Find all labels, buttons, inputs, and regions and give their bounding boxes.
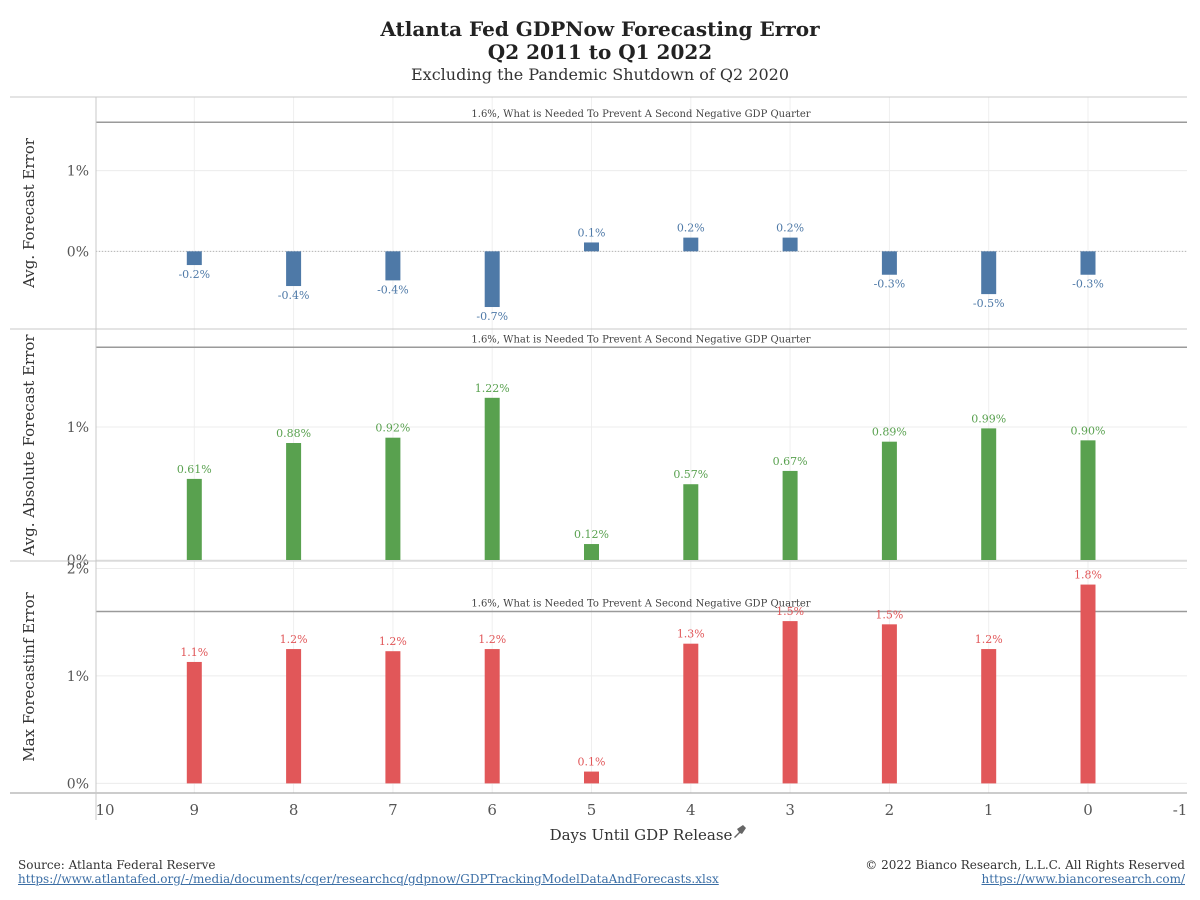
bar-abs-day-8 bbox=[286, 443, 302, 560]
chart-title-line1: Atlanta Fed GDPNow Forecasting Error bbox=[380, 17, 820, 41]
data-label-max: 1.3% bbox=[677, 628, 705, 641]
bar-abs-day-2 bbox=[881, 441, 897, 560]
data-label-abs: 0.88% bbox=[276, 427, 311, 440]
y-axis-title-abs: Avg. Absolute Forecast Error bbox=[20, 334, 38, 557]
x-tick-label: 5 bbox=[587, 801, 597, 819]
bar-max-day-9 bbox=[186, 661, 202, 784]
pin-icon bbox=[734, 825, 746, 838]
x-axis-title: Days Until GDP Release bbox=[550, 826, 733, 844]
source-label: Source: Atlanta Federal Reserve bbox=[18, 858, 216, 872]
data-label-avg: -0.3% bbox=[1072, 278, 1104, 291]
data-label-avg: 0.2% bbox=[677, 222, 705, 235]
data-label-avg: 0.2% bbox=[776, 222, 804, 235]
bar-max-day-6 bbox=[484, 649, 500, 784]
data-label-max: 1.2% bbox=[478, 633, 506, 646]
bar-max-day-0 bbox=[1080, 584, 1096, 784]
x-tick-label: 9 bbox=[190, 801, 200, 819]
y-tick-label: 2% bbox=[67, 561, 89, 577]
data-label-abs: 0.12% bbox=[574, 528, 609, 541]
y-axis-title-avg: Avg. Forecast Error bbox=[20, 137, 38, 289]
data-label-max: 1.8% bbox=[1074, 569, 1102, 582]
bar-max-day-4 bbox=[683, 643, 699, 784]
y-tick-label: 1% bbox=[67, 669, 89, 685]
bar-avg-day-8 bbox=[286, 251, 302, 287]
copyright-text: © 2022 Bianco Research, L.L.C. All Right… bbox=[865, 858, 1185, 872]
data-label-abs: 0.89% bbox=[872, 426, 907, 439]
data-label-abs: 1.22% bbox=[475, 382, 510, 395]
bar-max-day-1 bbox=[981, 649, 997, 784]
footer-source: Source: Atlanta Federal Reserve https://… bbox=[18, 858, 719, 886]
data-label-abs: 0.67% bbox=[773, 455, 808, 468]
data-label-avg: -0.7% bbox=[476, 310, 508, 323]
reference-line-label: 1.6%, What is Needed To Prevent A Second… bbox=[471, 109, 810, 120]
data-label-max: 0.1% bbox=[578, 756, 606, 769]
data-label-abs: 0.99% bbox=[971, 412, 1006, 425]
y-tick-label: 0% bbox=[67, 776, 89, 792]
data-label-avg: -0.4% bbox=[377, 283, 409, 296]
data-label-avg: -0.4% bbox=[278, 289, 310, 302]
source-link[interactable]: https://www.atlantafed.org/-/media/docum… bbox=[18, 872, 719, 886]
data-label-avg: -0.5% bbox=[973, 297, 1005, 310]
bar-avg-day-0 bbox=[1080, 251, 1096, 275]
bar-avg-day-6 bbox=[484, 251, 500, 308]
bar-avg-day-1 bbox=[981, 251, 997, 295]
y-tick-label: 1% bbox=[67, 420, 89, 436]
x-tick-label: 0 bbox=[1083, 801, 1093, 819]
reference-line-label: 1.6%, What is Needed To Prevent A Second… bbox=[471, 334, 810, 345]
data-label-max: 1.2% bbox=[975, 633, 1003, 646]
x-tick-label: 4 bbox=[686, 801, 696, 819]
data-label-abs: 0.92% bbox=[375, 422, 410, 435]
bar-avg-day-7 bbox=[385, 251, 401, 281]
data-label-avg: -0.3% bbox=[874, 278, 906, 291]
site-link[interactable]: https://www.biancoresearch.com/ bbox=[981, 872, 1185, 886]
data-label-max: 1.5% bbox=[875, 608, 903, 621]
x-tick-label: -1 bbox=[1173, 801, 1188, 819]
bar-abs-day-3 bbox=[782, 470, 798, 560]
bar-max-day-7 bbox=[385, 651, 401, 784]
bar-avg-day-5 bbox=[584, 242, 599, 252]
chart-title-block: Atlanta Fed GDPNow Forecasting Error Q2 … bbox=[0, 18, 1200, 86]
data-label-avg: 0.1% bbox=[578, 226, 606, 239]
bar-abs-day-7 bbox=[385, 437, 401, 560]
bar-max-day-3 bbox=[782, 621, 798, 784]
bar-abs-day-1 bbox=[981, 428, 997, 560]
x-tick-label: 7 bbox=[388, 801, 398, 819]
x-tick-label: 6 bbox=[487, 801, 497, 819]
data-label-abs: 0.61% bbox=[177, 463, 212, 476]
bar-abs-day-9 bbox=[186, 478, 202, 560]
data-label-max: 1.1% bbox=[180, 646, 208, 659]
y-axis-title-max: Max Forecastinf Error bbox=[20, 591, 38, 761]
bar-abs-day-0 bbox=[1080, 440, 1096, 560]
x-tick-label: 8 bbox=[289, 801, 299, 819]
data-label-abs: 0.57% bbox=[673, 468, 708, 481]
bar-max-day-2 bbox=[881, 624, 897, 784]
y-tick-label: 0% bbox=[67, 244, 89, 260]
x-tick-label: 1 bbox=[984, 801, 994, 819]
bar-abs-day-5 bbox=[584, 544, 599, 560]
bar-avg-day-4 bbox=[683, 237, 699, 252]
chart-subtitle: Excluding the Pandemic Shutdown of Q2 20… bbox=[410, 65, 789, 84]
reference-line-label: 1.6%, What is Needed To Prevent A Second… bbox=[471, 598, 810, 609]
data-label-max: 1.2% bbox=[280, 633, 308, 646]
footer-copyright: © 2022 Bianco Research, L.L.C. All Right… bbox=[865, 858, 1185, 886]
x-tick-label: 10 bbox=[95, 801, 114, 819]
bar-abs-day-4 bbox=[683, 484, 699, 560]
data-label-max: 1.2% bbox=[379, 635, 407, 648]
bar-avg-day-2 bbox=[881, 251, 897, 275]
bar-abs-day-6 bbox=[484, 397, 500, 560]
bar-max-day-8 bbox=[286, 649, 302, 784]
x-tick-label: 2 bbox=[885, 801, 895, 819]
data-label-abs: 0.90% bbox=[1071, 424, 1106, 437]
data-label-max: 1.5% bbox=[776, 605, 804, 618]
chart-title-line2: Q2 2011 to Q1 2022 bbox=[487, 40, 713, 64]
bar-max-day-5 bbox=[584, 771, 599, 784]
y-tick-label: 1% bbox=[67, 164, 89, 180]
x-tick-label: 3 bbox=[785, 801, 795, 819]
data-label-avg: -0.2% bbox=[178, 268, 210, 281]
bar-avg-day-3 bbox=[782, 237, 798, 252]
bar-avg-day-9 bbox=[186, 251, 202, 266]
